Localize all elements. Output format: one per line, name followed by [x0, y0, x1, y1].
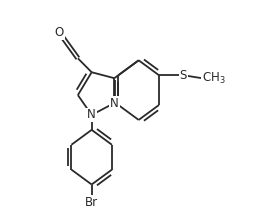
- Text: Br: Br: [85, 196, 98, 209]
- Text: S: S: [180, 69, 187, 82]
- Text: CH$_3$: CH$_3$: [202, 71, 226, 86]
- Text: N: N: [110, 97, 119, 110]
- Text: O: O: [55, 26, 64, 39]
- Text: N: N: [87, 108, 96, 122]
